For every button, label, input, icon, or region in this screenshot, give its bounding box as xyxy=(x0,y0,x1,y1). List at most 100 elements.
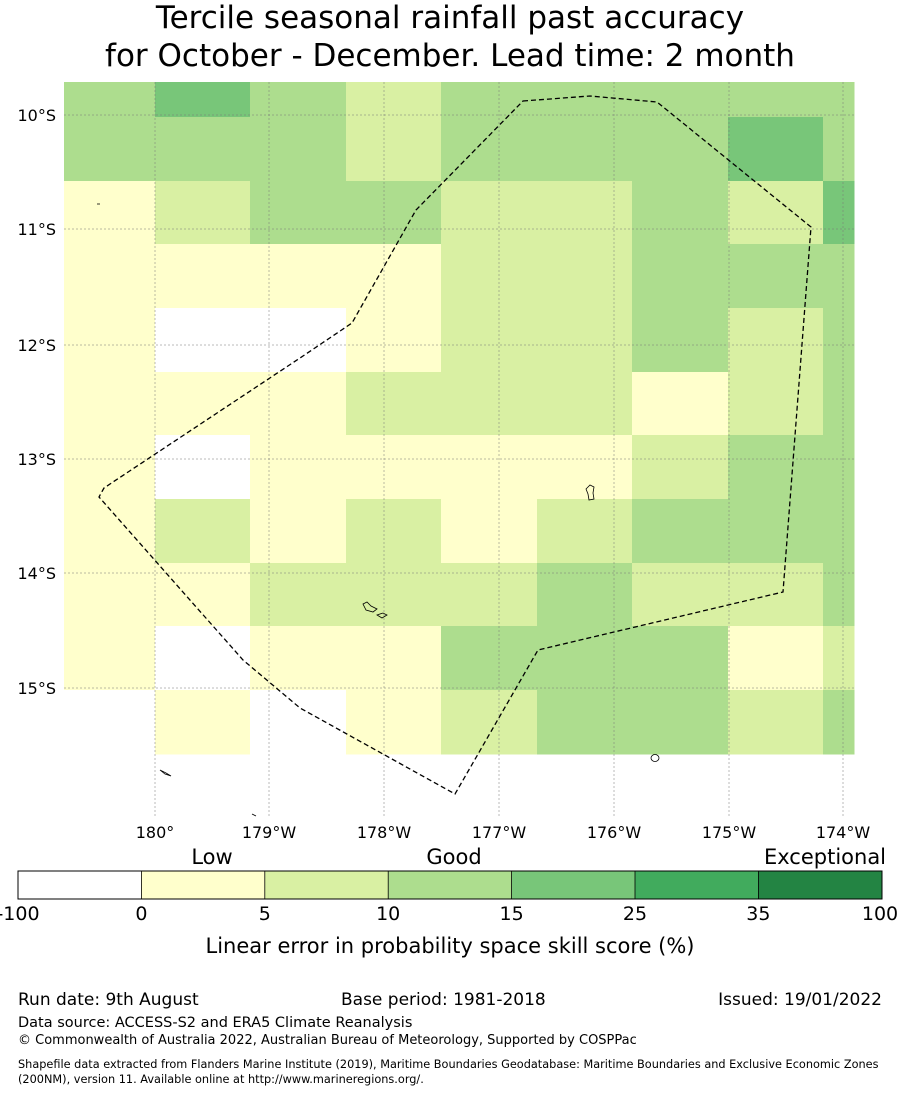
grid-cell xyxy=(823,117,855,182)
island-outline xyxy=(362,601,378,613)
grid-cell xyxy=(346,117,442,182)
grid-cell xyxy=(728,435,824,500)
map-title-line-1: Tercile seasonal rainfall past accuracy xyxy=(155,0,744,36)
grid-cell xyxy=(346,181,442,245)
grid-cell xyxy=(346,82,442,118)
grid-cell xyxy=(823,690,855,755)
grid-cell xyxy=(823,82,855,118)
colorbar-frame xyxy=(17,870,883,900)
grid-cell xyxy=(64,690,156,755)
grid-cell xyxy=(64,435,156,500)
grid-cell xyxy=(728,181,824,245)
latitude-label: 12°S xyxy=(17,336,56,355)
grid-cell xyxy=(632,308,729,373)
eez-boundary xyxy=(98,95,812,795)
skill-score-grid xyxy=(64,82,855,755)
grid-cell xyxy=(346,244,442,309)
colorbar-segment xyxy=(388,871,512,899)
grid-cell xyxy=(537,499,633,564)
grid-cell xyxy=(250,244,347,309)
grid-cell xyxy=(537,244,633,309)
island-outline xyxy=(159,769,172,777)
grid-cell xyxy=(728,626,824,691)
map-area xyxy=(64,82,855,817)
grid-cell xyxy=(632,626,729,691)
colorbar-segment xyxy=(264,871,389,899)
grid-cell xyxy=(823,244,855,309)
grid-cell xyxy=(155,244,251,309)
grid-cell xyxy=(728,372,824,436)
grid-cell xyxy=(632,435,729,500)
legend-category-good: Good xyxy=(426,845,481,869)
grid-cell xyxy=(537,563,633,627)
latitude-axis-labels: 10°S 11°S 12°S 13°S 14°S 15°S xyxy=(17,106,56,698)
longitude-label: 180° xyxy=(136,823,175,842)
grid-cell xyxy=(441,308,538,373)
grid-cell xyxy=(155,626,251,691)
legend-category-exceptional: Exceptional xyxy=(764,845,886,869)
grid-cell xyxy=(155,435,251,500)
island-outline xyxy=(585,484,595,501)
grid-cell xyxy=(728,244,824,309)
data-source: Data source: ACCESS-S2 and ERA5 Climate … xyxy=(18,1015,413,1031)
grid-cell xyxy=(537,117,633,182)
issued-date: Issued: 19/01/2022 xyxy=(718,990,882,1010)
grid-cell xyxy=(441,82,538,118)
grid-cell xyxy=(346,308,442,373)
grid-cell xyxy=(537,308,633,373)
colorbar-tick-label: 10 xyxy=(376,903,400,925)
colorbar-axis-label: Linear error in probability space skill … xyxy=(206,934,695,958)
grid-cell xyxy=(155,372,251,436)
latitude-label: 10°S xyxy=(17,106,56,125)
colorbar-tick-label: 25 xyxy=(623,903,647,925)
island-outline xyxy=(251,813,257,817)
grid-cell xyxy=(155,563,251,627)
grid-cell xyxy=(537,82,633,118)
grid-cell xyxy=(346,690,442,755)
grid-cell xyxy=(441,499,538,564)
base-period: Base period: 1981-2018 xyxy=(341,990,546,1010)
grid-cell xyxy=(632,690,729,755)
grid-cell xyxy=(632,117,729,182)
grid-cell xyxy=(250,117,347,182)
grid-cell xyxy=(250,435,347,500)
grid-cell xyxy=(823,181,855,245)
grid-cell xyxy=(823,499,855,564)
latitude-label: 14°S xyxy=(17,564,56,583)
shapefile-credit: Shapefile data extracted from Flanders M… xyxy=(18,1058,879,1086)
grid-cell xyxy=(632,82,729,118)
grid-cell xyxy=(155,117,251,182)
map-figure: Tercile seasonal rainfall past accuracy … xyxy=(0,0,898,958)
grid-cell xyxy=(728,82,824,118)
grid-cell xyxy=(823,308,855,373)
grid-cell xyxy=(823,626,855,691)
grid-cell xyxy=(155,82,250,117)
grid-cell xyxy=(537,690,633,755)
grid-cell xyxy=(728,117,824,182)
grid-cell xyxy=(441,690,538,755)
grid-cell xyxy=(64,563,156,627)
grid-cell xyxy=(346,372,442,436)
grid-cell xyxy=(250,563,347,627)
grid-cell xyxy=(155,690,251,755)
longitude-label: 179°W xyxy=(242,823,297,842)
grid-cell xyxy=(155,181,251,245)
grid-cell xyxy=(155,499,251,564)
latitude-label: 11°S xyxy=(17,220,56,239)
island-outline xyxy=(650,754,660,762)
colorbar-segment xyxy=(635,871,759,899)
grid-cell xyxy=(64,308,156,373)
grid-cell xyxy=(346,626,442,691)
grid-cell xyxy=(346,435,442,500)
colorbar-segment xyxy=(758,871,882,899)
grid-cell xyxy=(346,563,442,627)
map-title-line-2: for October - December. Lead time: 2 mon… xyxy=(105,38,795,74)
grid-cell xyxy=(250,308,347,373)
grid-cell xyxy=(250,690,347,755)
run-date: Run date: 9th August xyxy=(18,990,199,1010)
legend-category-low: Low xyxy=(191,845,232,869)
grid-cell xyxy=(728,563,824,627)
grid-cell xyxy=(632,181,729,245)
grid-cell xyxy=(537,181,633,245)
grid-cell xyxy=(632,499,729,564)
